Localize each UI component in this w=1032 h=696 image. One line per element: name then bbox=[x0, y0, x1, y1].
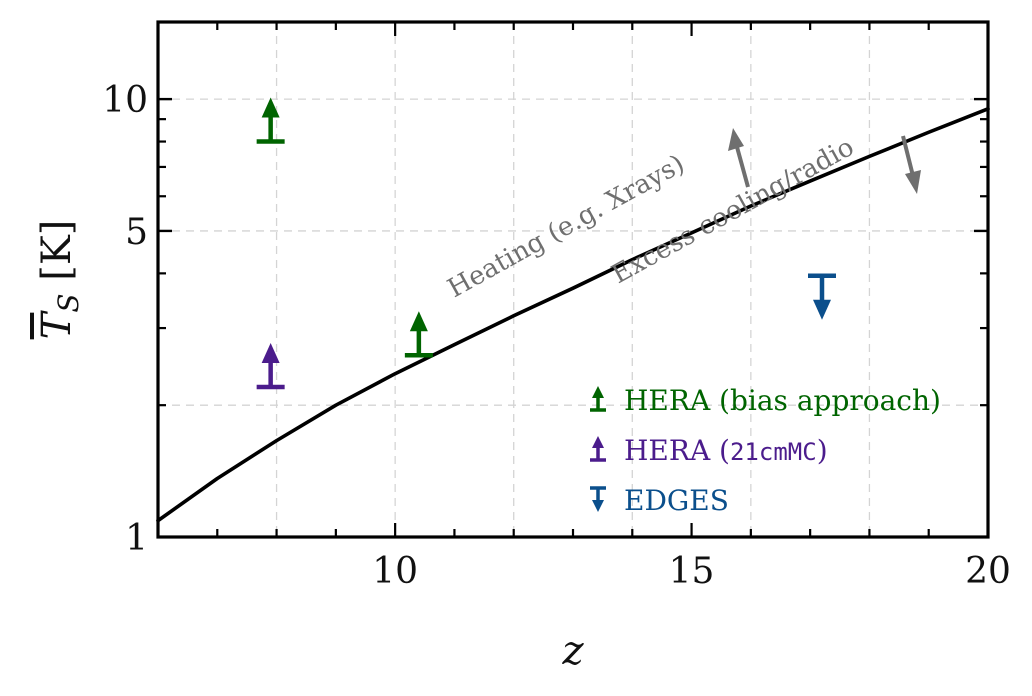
y-axis-title: TS [K] bbox=[34, 220, 85, 340]
legend-item: EDGES bbox=[590, 484, 729, 517]
annotation-arrow-down bbox=[901, 135, 921, 194]
x-tick-label: 20 bbox=[965, 551, 1011, 592]
data-point-hera-bias-approach-0 bbox=[256, 97, 285, 144]
curve-layer bbox=[156, 107, 990, 523]
axes-frame bbox=[156, 20, 990, 539]
x-axis-title: z bbox=[561, 628, 584, 674]
annotation-cooling-text: Excess cooling/radio bbox=[607, 132, 859, 290]
legend-marker-icon bbox=[590, 386, 606, 412]
legend-label: EDGES bbox=[624, 484, 729, 517]
svg-text:TS [K]: TS [K] bbox=[34, 220, 85, 340]
legend-label: HERA (bias approach) bbox=[624, 384, 941, 417]
data-point-hera-bias-approach-1 bbox=[404, 311, 433, 358]
x-tick-label: 15 bbox=[669, 551, 715, 592]
data-point-edges-0 bbox=[808, 273, 836, 320]
annotation-heating-text: Heating (e.g. Xrays) bbox=[443, 149, 690, 304]
annotation-arrow-up bbox=[728, 128, 750, 188]
data-point-hera-21cmmc-0 bbox=[256, 343, 285, 390]
y-tick-label: 1 bbox=[125, 518, 148, 559]
y-tick-label: 10 bbox=[102, 80, 148, 121]
legend: HERA (bias approach) HERA (21cmMC) EDGES bbox=[590, 384, 941, 517]
legend-label: HERA (21cmMC) bbox=[624, 434, 828, 467]
annotation-layer: Heating (e.g. Xrays)Excess cooling/radio bbox=[443, 128, 921, 304]
legend-item: HERA (21cmMC) bbox=[590, 434, 828, 467]
marks-layer bbox=[256, 97, 836, 390]
legend-marker-icon bbox=[590, 436, 606, 462]
legend-marker-icon bbox=[590, 486, 606, 512]
x-tick-label: 10 bbox=[372, 551, 418, 592]
model-curve bbox=[156, 107, 990, 523]
grid-layer bbox=[158, 22, 988, 537]
legend-item: HERA (bias approach) bbox=[590, 384, 941, 417]
y-tick-label: 5 bbox=[125, 212, 148, 253]
